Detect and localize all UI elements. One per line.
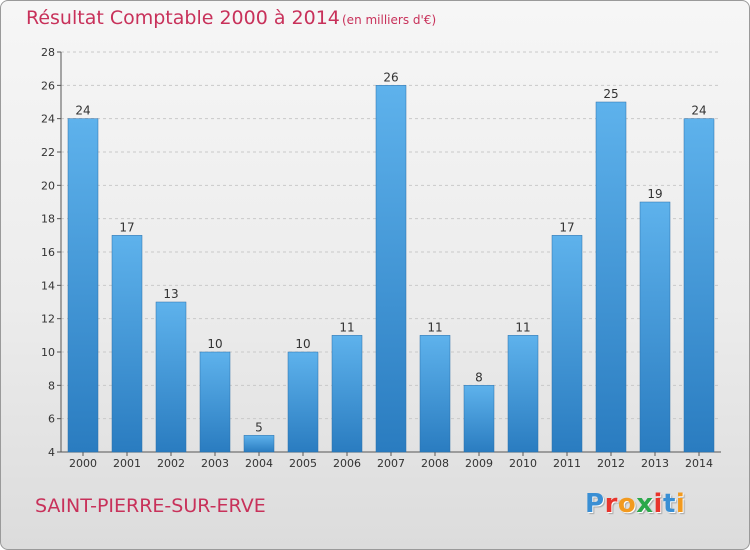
y-tick-label: 14: [41, 279, 55, 292]
bar: [639, 201, 671, 453]
x-tick-label: 2006: [333, 457, 361, 470]
bar: [419, 335, 451, 453]
y-tick-label: 24: [41, 113, 55, 126]
bar-value-label: 8: [475, 370, 483, 384]
x-tick-label: 2007: [377, 457, 405, 470]
y-tick-label: 12: [41, 313, 55, 326]
y-tick-label: 20: [41, 179, 55, 192]
x-tick-label: 2001: [113, 457, 141, 470]
x-tick-label: 2004: [245, 457, 273, 470]
bar-value-label: 5: [255, 420, 263, 434]
bar: [199, 351, 231, 453]
bar-value-label: 11: [427, 320, 442, 334]
x-tick-label: 2003: [201, 457, 229, 470]
bar-value-label: 24: [75, 104, 90, 118]
bar-value-label: 11: [339, 320, 354, 334]
proxiti-logo[interactable]: Proxiti: [585, 489, 685, 519]
x-tick-label: 2010: [509, 457, 537, 470]
bar: [375, 85, 407, 453]
x-tick-label: 2009: [465, 457, 493, 470]
y-tick-label: 18: [41, 213, 55, 226]
bar: [331, 335, 363, 453]
y-tick-label: 28: [41, 46, 55, 59]
y-tick-label: 26: [41, 79, 55, 92]
bar-value-label: 17: [119, 220, 134, 234]
x-tick-label: 2002: [157, 457, 185, 470]
bar-value-label: 17: [559, 220, 574, 234]
bar-value-label: 25: [603, 87, 618, 101]
bar-value-label: 13: [163, 287, 178, 301]
y-tick-label: 22: [41, 146, 55, 159]
y-tick-label: 10: [41, 346, 55, 359]
logo-letter: P: [585, 489, 605, 519]
bar: [243, 435, 275, 453]
bar-value-label: 10: [295, 337, 310, 351]
bar: [287, 351, 319, 453]
data-labels: 24 17 13 10 5 10 11 26 11 8 11 17 25 19 24: [75, 70, 706, 434]
bar: [595, 101, 627, 453]
logo-letter: i: [653, 489, 663, 519]
bar: [683, 118, 715, 453]
x-tick-label: 2011: [553, 457, 581, 470]
bar: [463, 385, 495, 453]
logo-letter: x: [636, 489, 654, 519]
bar: [551, 235, 583, 453]
x-tick-label: 2000: [69, 457, 97, 470]
town-name: SAINT-PIERRE-SUR-ERVE: [35, 495, 266, 517]
bars: [67, 85, 715, 453]
y-tick-label: 8: [48, 379, 55, 392]
bar-value-label: 11: [515, 320, 530, 334]
bar: [155, 301, 187, 453]
bar: [111, 235, 143, 453]
y-tick-label: 4: [48, 446, 55, 459]
x-tick-label: 2008: [421, 457, 449, 470]
bar: [67, 118, 99, 453]
bar-value-label: 10: [207, 337, 222, 351]
logo-letter: i: [675, 489, 686, 519]
y-tick-label: 6: [48, 413, 55, 426]
bar-value-label: 26: [383, 70, 398, 84]
chart-title: Résultat Comptable 2000 à 2014: [26, 7, 340, 29]
x-tick-label: 2014: [685, 457, 713, 470]
bar: [507, 335, 539, 453]
bar-value-label: 19: [647, 187, 662, 201]
axes: 4 6 8 10 12 14 16 18 20 22 24 26 28 2000 2001 2002 2003 2…: [41, 46, 721, 470]
x-tick-label: 2012: [597, 457, 625, 470]
logo-letter: o: [617, 489, 637, 519]
y-tick-label: 16: [41, 246, 55, 259]
logo-letter: r: [604, 489, 618, 519]
bar-value-label: 24: [691, 104, 706, 118]
logo-letter: t: [662, 489, 676, 519]
chart-subtitle: (en milliers d'€): [342, 13, 437, 27]
x-tick-label: 2013: [641, 457, 669, 470]
x-tick-label: 2005: [289, 457, 317, 470]
